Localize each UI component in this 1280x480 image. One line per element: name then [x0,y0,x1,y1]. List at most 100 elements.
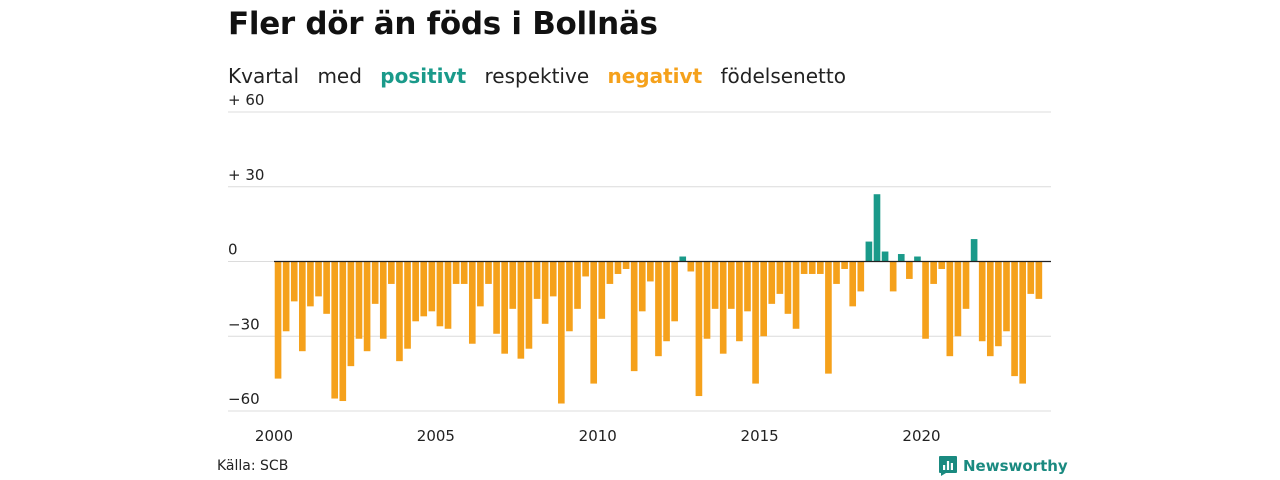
bar [800,261,808,274]
bar [525,261,533,349]
bar [1019,261,1026,384]
bar [485,261,492,284]
subtitle-positive-word: positivt [380,64,467,88]
y-tick-label: + 60 [228,91,264,109]
bar [752,261,759,384]
bar [452,261,460,284]
bar [857,261,865,292]
bar [897,254,905,262]
bar [881,251,889,262]
bar [566,261,573,332]
bar [323,261,330,314]
bar [428,261,436,312]
bar [808,261,816,274]
bar [493,261,500,334]
bar [744,261,751,312]
bar [970,239,978,262]
subtitle-word-fodelsenetto: födelsenetto [720,64,846,88]
bar [914,256,921,262]
bar [647,261,654,282]
bar [282,261,290,332]
bar [1035,261,1043,299]
bar [638,261,646,312]
bar [339,261,347,402]
bar [420,261,428,317]
bar [776,261,784,294]
bar [549,261,557,297]
bar [355,261,363,339]
bar [954,261,962,337]
bar [404,261,411,349]
bar [663,261,670,342]
bar [817,261,824,274]
bar [930,261,937,284]
bar [922,261,929,339]
newsworthy-logo-icon [939,456,957,476]
bar [501,261,508,354]
bar [396,261,403,362]
bar [598,261,606,319]
bar [606,261,614,284]
bar [614,261,622,274]
bar [995,261,1002,347]
bar [274,261,282,379]
bar [444,261,452,329]
bar [727,261,735,309]
bar [784,261,792,314]
bar [371,261,379,304]
bar [671,261,678,322]
source-note: Källa: SCB [217,458,289,474]
bar [841,261,848,269]
bar [517,261,525,359]
x-tick-label: 2020 [902,427,940,445]
bar [962,261,970,309]
bar [687,261,695,272]
bar [906,261,913,279]
bar [307,261,314,307]
x-tick-label: 2010 [579,427,617,445]
subtitle-word-respektive: respektive [484,64,590,88]
bar [849,261,857,307]
y-tick-label: 0 [228,241,238,259]
chart-subtitle: Kvartal med positivt respektive negativt… [228,64,858,88]
bar [558,261,565,404]
x-tick-label: 2015 [741,427,779,445]
y-tick-label: + 30 [228,166,264,184]
bar [299,261,306,352]
bar [436,261,444,327]
bar [412,261,419,322]
bar [1027,261,1035,294]
bar [825,261,832,374]
bar [315,261,322,297]
bar [1011,261,1018,377]
bar [719,261,727,354]
bar [768,261,776,304]
bar [388,261,395,284]
y-tick-label: −30 [228,315,260,333]
chart-title: Fler dör än föds i Bollnäs [228,6,658,42]
brand-logo: Newsworthy [938,455,1068,477]
bar [574,261,581,309]
bar [792,261,800,329]
bar [978,261,986,342]
bar [736,261,743,342]
bar [509,261,517,309]
x-tick-label: 2000 [255,427,293,445]
bar [477,261,484,307]
bar [541,261,549,324]
bar [347,261,355,367]
bar [533,261,541,299]
bar [760,261,767,337]
bar [695,261,703,397]
bar [865,241,873,262]
bar [1003,261,1010,332]
bar [986,261,994,357]
bar [889,261,897,292]
bar [703,261,711,339]
bar [711,261,719,309]
subtitle-word-med: med [317,64,362,88]
bar [833,261,840,284]
bar [379,261,387,339]
subtitle-word-kvartal: Kvartal [228,64,300,88]
